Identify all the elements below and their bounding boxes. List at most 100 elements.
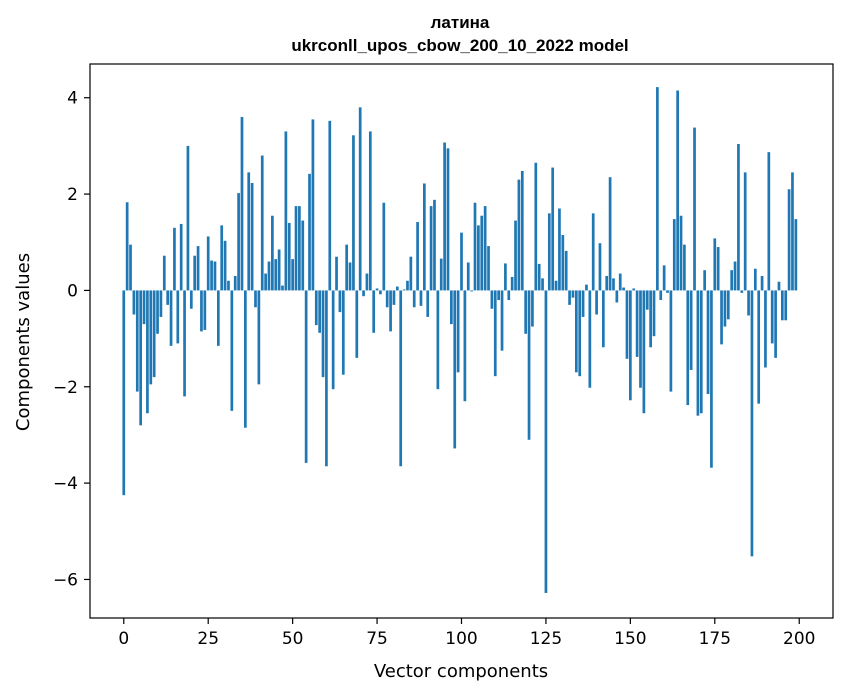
bar-71 xyxy=(362,290,365,297)
x-tick-label: 50 xyxy=(282,629,304,649)
bar-94 xyxy=(439,258,443,291)
chart-subtitle: ukrconll_upos_cbow_200_10_2022 model xyxy=(291,36,628,55)
bar-186 xyxy=(750,290,754,557)
x-tick-label: 150 xyxy=(614,629,646,649)
plot-frame xyxy=(89,63,834,619)
bar-40 xyxy=(257,290,261,385)
bar-102 xyxy=(466,262,470,291)
bar-131 xyxy=(564,250,568,291)
bar-177 xyxy=(720,290,723,345)
bar-143 xyxy=(605,275,609,291)
bar-166 xyxy=(683,244,686,291)
bar-169 xyxy=(693,127,696,291)
x-tick-label: 0 xyxy=(118,629,129,649)
bar-47 xyxy=(281,285,284,291)
bar-86 xyxy=(412,290,416,308)
bar-72 xyxy=(365,273,369,291)
bar-114 xyxy=(507,290,511,301)
bar-81 xyxy=(395,286,399,291)
bar-149 xyxy=(625,290,629,359)
bar-6 xyxy=(142,290,146,325)
bar-5 xyxy=(139,290,143,426)
bar-58 xyxy=(318,290,321,333)
bar-91 xyxy=(429,206,433,291)
bar-165 xyxy=(679,215,683,291)
bar-67 xyxy=(348,262,352,291)
bar-68 xyxy=(352,135,355,291)
bar-161 xyxy=(666,290,669,293)
bar-17 xyxy=(179,223,183,291)
bar-195 xyxy=(780,290,784,321)
bar-46 xyxy=(277,249,281,291)
bar-116 xyxy=(514,220,517,291)
bar-4 xyxy=(135,290,139,392)
bar-64 xyxy=(338,290,342,313)
bar-51 xyxy=(294,206,298,291)
bar-117 xyxy=(517,179,521,291)
bar-158 xyxy=(656,87,659,291)
bar-25 xyxy=(206,236,210,291)
bar-145 xyxy=(612,278,615,291)
bar-137 xyxy=(585,284,588,291)
bar-75 xyxy=(375,288,379,291)
bar-110 xyxy=(493,290,497,377)
bar-57 xyxy=(314,290,318,326)
bar-26 xyxy=(210,260,213,291)
bar-85 xyxy=(409,256,413,291)
bar-59 xyxy=(321,290,325,378)
bar-49 xyxy=(287,222,291,291)
bar-136 xyxy=(581,290,585,317)
bar-38 xyxy=(250,182,254,291)
bar-60 xyxy=(325,290,328,467)
y-tick-label: 4 xyxy=(67,89,78,109)
bar-93 xyxy=(436,290,440,390)
bar-66 xyxy=(345,244,349,291)
y-tick-label: −6 xyxy=(53,570,78,590)
bar-42 xyxy=(264,273,267,291)
bar-135 xyxy=(578,290,582,377)
y-tick-label: 0 xyxy=(67,281,78,301)
bar-147 xyxy=(618,273,622,291)
bars-group xyxy=(122,87,798,593)
bar-106 xyxy=(480,215,484,291)
bar-39 xyxy=(254,290,257,308)
bar-61 xyxy=(328,120,332,291)
bar-134 xyxy=(574,290,578,373)
bar-32 xyxy=(230,290,234,411)
bar-141 xyxy=(598,243,602,291)
bar-90 xyxy=(426,290,430,317)
bar-70 xyxy=(358,107,362,291)
bar-112 xyxy=(500,290,504,351)
bar-194 xyxy=(777,281,781,291)
bar-36 xyxy=(244,290,247,428)
bar-89 xyxy=(423,183,426,291)
bar-83 xyxy=(402,289,406,291)
bar-7 xyxy=(146,290,149,414)
bar-23 xyxy=(200,290,203,332)
bar-109 xyxy=(490,290,494,309)
bar-128 xyxy=(554,280,558,291)
bar-22 xyxy=(196,246,200,291)
bar-132 xyxy=(568,290,571,305)
bar-18 xyxy=(183,290,186,397)
x-axis-label: Vector components xyxy=(374,661,548,682)
bar-189 xyxy=(760,275,764,291)
bar-10 xyxy=(156,290,159,334)
bar-33 xyxy=(233,275,237,291)
bar-44 xyxy=(271,215,274,291)
bar-19 xyxy=(186,145,190,291)
bar-192 xyxy=(770,290,774,344)
bar-11 xyxy=(159,290,163,317)
x-tick-label: 75 xyxy=(366,629,388,649)
bar-133 xyxy=(571,290,575,298)
bar-156 xyxy=(649,290,652,348)
bar-84 xyxy=(406,280,409,291)
y-tick-label: −2 xyxy=(53,378,78,398)
bar-3 xyxy=(132,290,136,315)
x-tick-label: 175 xyxy=(699,629,731,649)
bar-69 xyxy=(355,290,359,358)
bar-56 xyxy=(311,119,315,291)
bar-100 xyxy=(460,232,463,291)
bar-97 xyxy=(450,290,453,325)
x-tick-label: 25 xyxy=(197,629,219,649)
